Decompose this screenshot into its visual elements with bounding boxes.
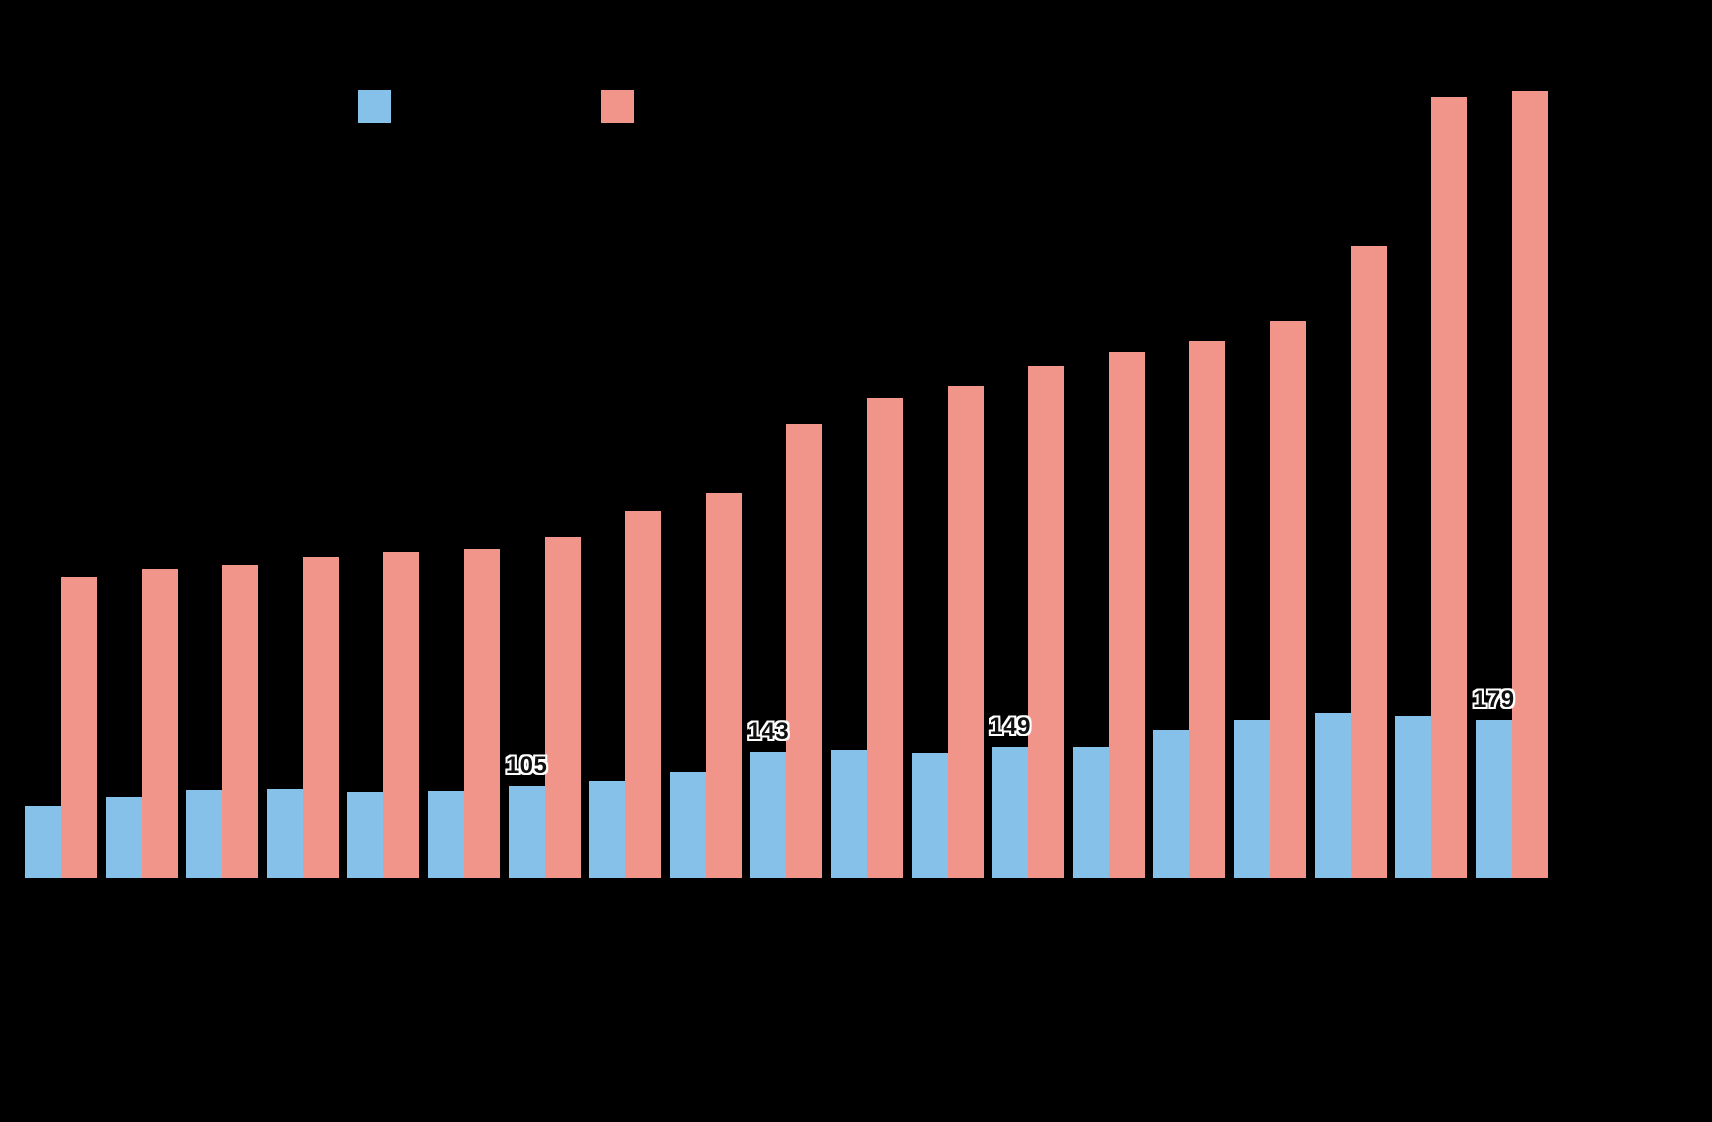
bar-blue bbox=[911, 753, 948, 878]
bar-red bbox=[1350, 246, 1387, 878]
bar-blue bbox=[1153, 730, 1190, 878]
bar-blue bbox=[831, 749, 867, 878]
bar-red bbox=[383, 552, 420, 878]
bar-red bbox=[302, 556, 339, 878]
bar-red bbox=[464, 548, 500, 878]
bar-blue bbox=[266, 789, 303, 878]
bar-value-label: 105 bbox=[505, 751, 548, 779]
bar-red bbox=[544, 536, 581, 878]
bar-blue bbox=[1234, 719, 1270, 878]
bar-red bbox=[1270, 320, 1306, 878]
bar-blue bbox=[669, 772, 706, 878]
bar-blue bbox=[1314, 713, 1351, 878]
bar-red bbox=[141, 569, 178, 878]
bar-value-label: 179 bbox=[1473, 686, 1515, 714]
legend-swatch-blue bbox=[358, 90, 391, 123]
bar-red bbox=[867, 398, 903, 878]
bar-red bbox=[1511, 91, 1548, 878]
bar-red bbox=[1108, 351, 1145, 878]
bar-red bbox=[705, 492, 742, 878]
bar-blue bbox=[1072, 746, 1109, 878]
bar-red bbox=[61, 577, 97, 878]
bar-blue bbox=[25, 805, 61, 878]
bar-red bbox=[786, 423, 823, 878]
bar-blue bbox=[1395, 716, 1432, 878]
bar-blue bbox=[105, 797, 142, 878]
bar-blue bbox=[992, 746, 1029, 878]
legend-swatch-red bbox=[601, 90, 634, 123]
bar-value-label: 149 bbox=[989, 712, 1031, 740]
bar-blue bbox=[186, 790, 223, 878]
bar-red bbox=[625, 511, 662, 878]
bar-blue bbox=[1475, 720, 1512, 878]
bar-red bbox=[947, 386, 984, 878]
bar-blue bbox=[750, 752, 787, 878]
bar-blue bbox=[589, 781, 626, 878]
bar-blue bbox=[508, 785, 545, 878]
bar-value-label: 143 bbox=[747, 718, 790, 746]
bar-red bbox=[222, 564, 259, 878]
bar-red bbox=[1431, 96, 1468, 878]
bar-blue bbox=[347, 791, 384, 878]
bar-red bbox=[1028, 365, 1065, 878]
bar-red bbox=[1189, 341, 1226, 878]
bar-blue bbox=[428, 790, 464, 878]
